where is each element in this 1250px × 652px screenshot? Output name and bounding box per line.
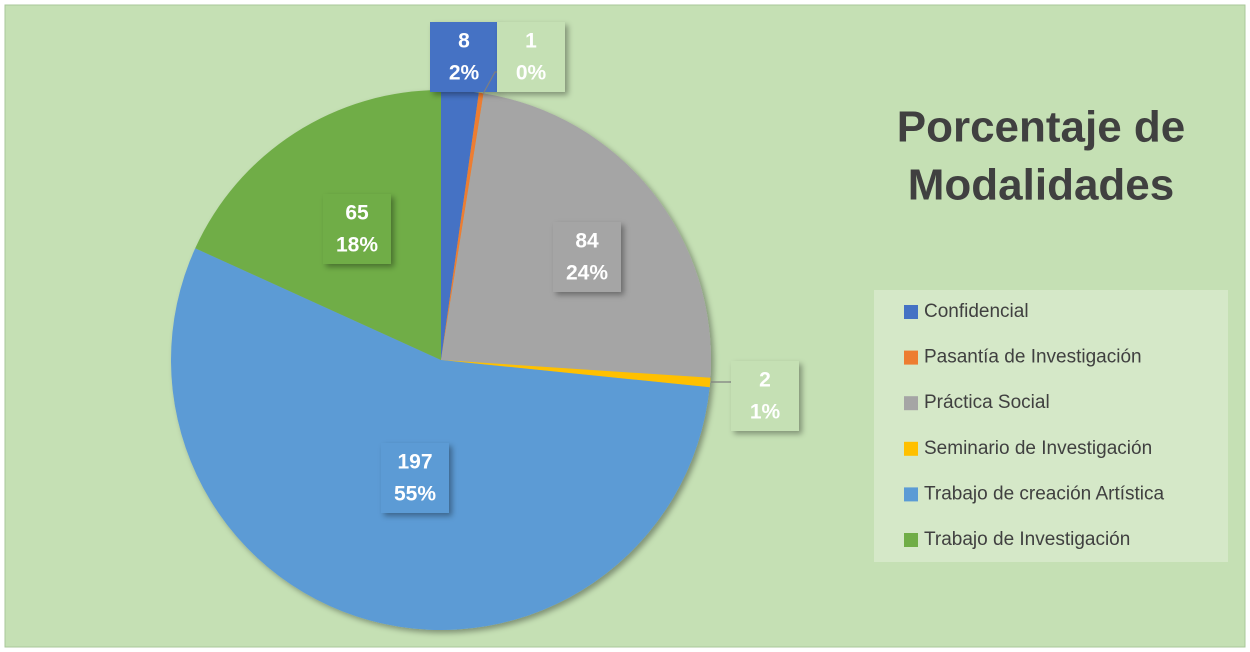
data-label: 0% [516,62,547,85]
data-label: 84 [575,230,599,253]
data-label: 2 [759,369,771,392]
data-label-box [323,194,391,264]
data-label-box [430,22,498,92]
data-label-box [553,222,621,292]
pie-slice [441,360,711,388]
data-label: 24% [566,262,608,285]
pie-slice [171,248,710,630]
data-label-box [497,22,565,92]
legend-swatch [904,441,918,456]
chart-title: Modalidades [908,161,1175,210]
data-label: 1 [525,30,537,53]
pie-slice [441,92,484,360]
legend-label: Trabajo de creación Artística [924,483,1165,504]
data-label: 65 [345,202,369,225]
data-label: 2% [449,62,480,85]
data-label: 55% [394,483,436,506]
data-label-box [731,361,799,431]
chart-title: Porcentaje de [897,103,1186,152]
data-label: 18% [336,234,378,257]
legend-swatch [904,350,918,365]
data-label-box [381,443,449,513]
legend-swatch [904,305,918,319]
legend-swatch [904,487,918,502]
data-label: 197 [397,451,432,474]
legend-label: Trabajo de Investigación [924,529,1130,550]
legend-label: Confidencial [924,301,1029,322]
legend-label: Práctica Social [924,392,1050,413]
legend-swatch [904,396,918,411]
data-label: 1% [750,401,781,424]
legend-swatch [904,533,918,547]
legend-box [874,290,1228,562]
data-label: 8 [458,30,470,53]
legend-label: Seminario de Investigación [924,438,1152,459]
pie [171,89,711,630]
pie-slice [195,89,441,360]
legend-label: Pasantía de Investigación [924,347,1142,368]
pie-slice [441,90,479,360]
